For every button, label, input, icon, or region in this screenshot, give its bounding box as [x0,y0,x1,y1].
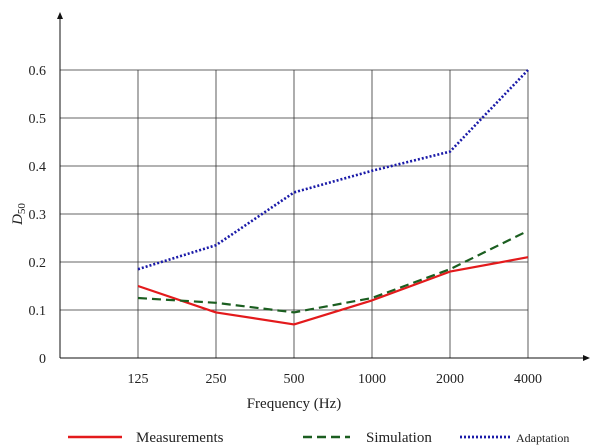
y-axis-arrow [57,12,63,19]
series-line-measurements [137,256,529,326]
y-tick-label: 0.1 [29,304,47,319]
series-line-simulation [137,229,529,314]
x-tick-label: 4000 [514,372,542,387]
y-tick-label: 0.5 [29,112,47,127]
x-tick-label: 1000 [358,372,386,387]
y-axis-title-subscript: 50 [16,203,28,215]
y-tick-label: 0.3 [29,208,47,223]
x-tick-label: 250 [206,372,227,387]
legend-label-measurements: Measurements [136,430,224,446]
x-tick-label: 2000 [436,372,464,387]
legend: Measurements Simulation Adaptation [68,430,569,446]
y-axis-title-main: D [10,214,26,226]
x-tick-label: 500 [284,372,305,387]
legend-label-simulation: Simulation [366,430,432,446]
y-tick-label: 0.2 [29,256,47,271]
y-axis-title: D50 [10,203,28,226]
axes [57,12,590,361]
legend-label-adaptation: Adaptation [516,431,569,445]
x-axis-arrow [583,355,590,361]
y-tick-label: 0 [39,352,46,367]
x-tick-label: 125 [128,372,149,387]
y-tick-label: 0.4 [29,160,47,175]
axis-titles: Frequency (Hz) D50 [10,203,341,412]
series-lines [137,69,529,326]
series-line-adaptation [137,69,529,271]
y-tick-label: 0.6 [29,64,47,79]
grid [60,69,529,358]
x-axis-title: Frequency (Hz) [247,396,342,412]
tick-labels: 0 0.1 0.2 0.3 0.4 0.5 0.6 125 250 500 1000 2000 4000 [29,64,543,387]
